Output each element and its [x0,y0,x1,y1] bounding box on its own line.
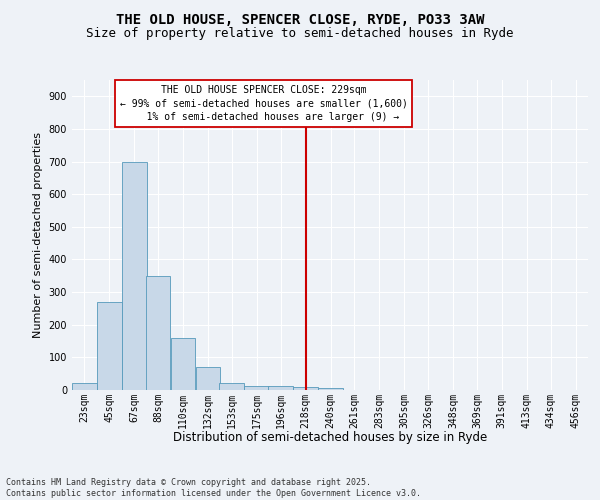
Text: THE OLD HOUSE, SPENCER CLOSE, RYDE, PO33 3AW: THE OLD HOUSE, SPENCER CLOSE, RYDE, PO33… [116,12,484,26]
Text: THE OLD HOUSE SPENCER CLOSE: 229sqm
← 99% of semi-detached houses are smaller (1: THE OLD HOUSE SPENCER CLOSE: 229sqm ← 99… [120,86,407,122]
Bar [318,388,343,390]
Text: Contains HM Land Registry data © Crown copyright and database right 2025.
Contai: Contains HM Land Registry data © Crown c… [6,478,421,498]
Bar [293,388,318,390]
X-axis label: Distribution of semi-detached houses by size in Ryde: Distribution of semi-detached houses by … [173,431,487,444]
Y-axis label: Number of semi-detached properties: Number of semi-detached properties [33,132,43,338]
Bar [97,302,122,390]
Bar [146,276,170,390]
Bar [220,383,244,390]
Bar [122,162,146,390]
Bar [196,367,220,390]
Bar [244,386,269,390]
Bar [170,338,195,390]
Bar [72,384,97,390]
Bar [268,386,293,390]
Text: Size of property relative to semi-detached houses in Ryde: Size of property relative to semi-detach… [86,28,514,40]
